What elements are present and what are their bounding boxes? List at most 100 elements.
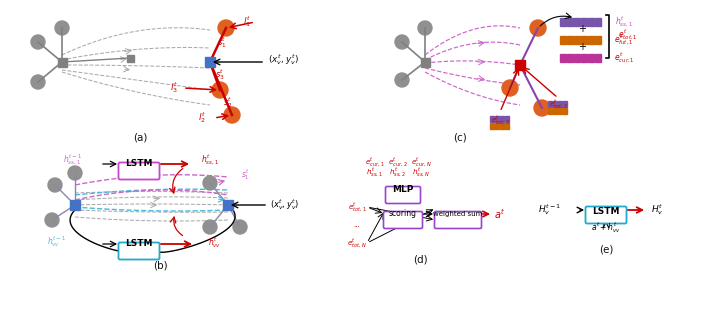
Text: $h_{ss,1}^{t-1}$: $h_{ss,1}^{t-1}$	[63, 153, 83, 167]
Bar	[558, 101, 562, 107]
Bar	[588, 36, 594, 44]
Circle shape	[212, 82, 228, 98]
Bar	[500, 123, 504, 129]
FancyBboxPatch shape	[585, 206, 626, 223]
Text: $l_3^t$: $l_3^t$	[170, 80, 178, 95]
Bar	[581, 36, 587, 44]
Circle shape	[224, 107, 240, 123]
Bar	[505, 123, 509, 129]
Text: $e_{fut,1}^t$: $e_{fut,1}^t$	[614, 33, 634, 47]
Text: LSTM: LSTM	[125, 160, 153, 168]
Bar	[595, 18, 601, 26]
Text: $a^t + h_{vv}^t$: $a^t + h_{vv}^t$	[591, 220, 621, 235]
Text: (c): (c)	[453, 133, 467, 143]
Bar	[500, 116, 504, 122]
Bar	[490, 123, 494, 129]
FancyBboxPatch shape	[384, 212, 423, 229]
Text: +: +	[578, 42, 586, 52]
Text: LSTM: LSTM	[593, 206, 620, 215]
Bar	[595, 36, 601, 44]
Text: (d): (d)	[413, 255, 427, 265]
Text: ...: ...	[354, 222, 361, 228]
Bar	[495, 123, 499, 129]
Bar	[567, 36, 573, 44]
Text: $(x_v^t, y_v^t)$: $(x_v^t, y_v^t)$	[270, 198, 300, 213]
Circle shape	[418, 21, 432, 35]
Bar	[553, 108, 557, 114]
Text: $H_v^{t-1}$: $H_v^{t-1}$	[539, 202, 562, 217]
Text: $(x_v^t, y_v^t)$: $(x_v^t, y_v^t)$	[268, 53, 300, 67]
Text: $e_{cur,1}^t$: $e_{cur,1}^t$	[613, 51, 634, 65]
Circle shape	[233, 220, 247, 234]
Bar	[205, 57, 215, 67]
Text: $e_{cur,N}^t$: $e_{cur,N}^t$	[410, 156, 431, 168]
Bar	[548, 101, 552, 107]
Text: $s_1^t$: $s_1^t$	[240, 167, 249, 182]
Circle shape	[502, 80, 518, 96]
Text: $e_{tot,3}^t$: $e_{tot,3}^t$	[490, 113, 510, 127]
Bar	[127, 55, 133, 61]
Bar	[560, 54, 566, 62]
Bar	[70, 200, 80, 210]
Bar	[574, 36, 580, 44]
Text: $h_{ss,1}^{t}$: $h_{ss,1}^{t}$	[201, 153, 219, 167]
Text: $H_v^t$: $H_v^t$	[651, 202, 663, 217]
Bar	[420, 58, 430, 66]
Circle shape	[68, 166, 82, 180]
Bar	[490, 116, 494, 122]
Text: +: +	[578, 24, 586, 34]
Text: $s_2^t$: $s_2^t$	[223, 95, 233, 111]
Text: $e_{tot,N}^t$: $e_{tot,N}^t$	[347, 236, 367, 250]
Bar	[495, 116, 499, 122]
Circle shape	[31, 35, 45, 49]
Bar	[548, 108, 552, 114]
Bar	[553, 101, 557, 107]
Circle shape	[45, 213, 59, 227]
Text: $a^t$: $a^t$	[495, 207, 505, 221]
Bar	[567, 54, 573, 62]
Text: $l_1^t$: $l_1^t$	[243, 14, 251, 29]
FancyBboxPatch shape	[385, 186, 420, 203]
Text: $h_{ss,N}^t$: $h_{ss,N}^t$	[412, 165, 430, 179]
Bar	[558, 108, 562, 114]
Bar	[588, 18, 594, 26]
Bar	[223, 200, 233, 210]
Bar	[58, 58, 66, 66]
FancyBboxPatch shape	[119, 163, 160, 180]
Text: MLP: MLP	[392, 185, 414, 195]
Circle shape	[55, 21, 69, 35]
Text: $h_{vv}^{t}$: $h_{vv}^{t}$	[208, 235, 222, 250]
Text: scoring: scoring	[389, 210, 417, 218]
Text: (a): (a)	[132, 133, 147, 143]
Text: $h_{ss,2}^t$: $h_{ss,2}^t$	[390, 165, 407, 179]
Circle shape	[395, 35, 409, 49]
Circle shape	[530, 20, 546, 36]
Text: $h_{ss,1}^t$: $h_{ss,1}^t$	[366, 165, 384, 179]
Text: $s_1^t$: $s_1^t$	[217, 36, 227, 50]
Text: $l_2^t$: $l_2^t$	[198, 111, 206, 126]
Text: $e_{tot,1}^t$: $e_{tot,1}^t$	[618, 28, 638, 42]
Bar	[567, 18, 573, 26]
Text: $e_{cur,2}^t$: $e_{cur,2}^t$	[388, 156, 408, 168]
Text: (e): (e)	[599, 245, 613, 255]
Text: $e_{cur,1}^t$: $e_{cur,1}^t$	[365, 156, 385, 168]
Bar	[563, 101, 567, 107]
Bar	[560, 36, 566, 44]
FancyBboxPatch shape	[119, 243, 160, 260]
Circle shape	[48, 178, 62, 192]
Text: $e_{tot,1}^t$: $e_{tot,1}^t$	[348, 200, 366, 214]
Bar	[505, 116, 509, 122]
Text: $h_{vv}^{t-1}$: $h_{vv}^{t-1}$	[48, 234, 66, 250]
Circle shape	[203, 220, 217, 234]
Bar	[588, 54, 594, 62]
Text: $h_{ss,1}^t$: $h_{ss,1}^t$	[615, 15, 633, 29]
Bar	[595, 54, 601, 62]
Circle shape	[534, 100, 550, 116]
Text: LSTM: LSTM	[125, 239, 153, 249]
Text: $s_3^t$: $s_3^t$	[215, 68, 225, 82]
Bar	[515, 60, 525, 70]
Bar	[581, 18, 587, 26]
Circle shape	[31, 75, 45, 89]
Bar	[574, 18, 580, 26]
Bar	[574, 54, 580, 62]
